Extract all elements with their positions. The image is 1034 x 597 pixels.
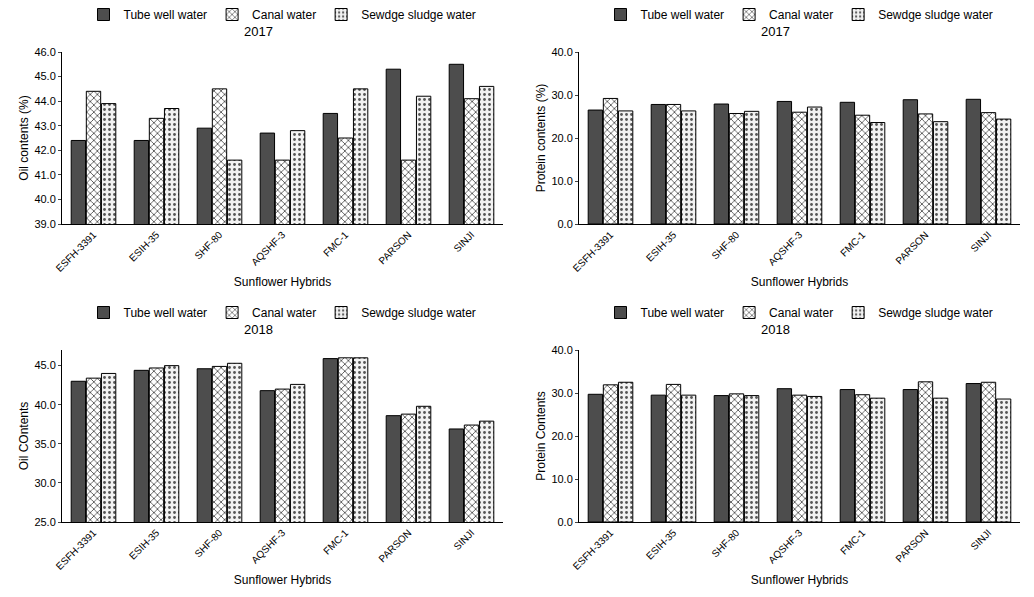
svg-text:2018: 2018: [244, 322, 273, 337]
svg-text:AQSHF-3: AQSHF-3: [249, 527, 288, 566]
svg-text:ESIH-35: ESIH-35: [127, 527, 162, 562]
svg-text:Tube well water: Tube well water: [124, 306, 208, 320]
svg-text:FMC-1: FMC-1: [321, 229, 351, 259]
svg-text:45.0: 45.0: [34, 70, 55, 82]
svg-text:42.0: 42.0: [34, 144, 55, 156]
svg-text:SINJI: SINJI: [451, 229, 476, 254]
svg-text:0.0: 0.0: [558, 218, 573, 230]
svg-text:Sewdge sludge water: Sewdge sludge water: [878, 8, 993, 22]
svg-text:SHF-80: SHF-80: [709, 229, 741, 261]
svg-text:ESIH-35: ESIH-35: [644, 229, 679, 264]
svg-text:ESFH-3391: ESFH-3391: [571, 527, 616, 572]
svg-text:ESFH-3391: ESFH-3391: [571, 229, 616, 274]
svg-text:Canal water: Canal water: [769, 8, 833, 22]
svg-text:40.0: 40.0: [34, 399, 55, 411]
svg-text:44.0: 44.0: [34, 95, 55, 107]
svg-text:35.0: 35.0: [34, 438, 55, 450]
svg-text:Sunflower Hybrids: Sunflower Hybrids: [751, 573, 848, 587]
svg-text:ESIH-35: ESIH-35: [127, 229, 162, 264]
svg-text:PARSON: PARSON: [376, 229, 413, 266]
svg-text:0.0: 0.0: [558, 516, 573, 528]
svg-text:Canal water: Canal water: [252, 306, 316, 320]
svg-text:40.0: 40.0: [551, 344, 572, 356]
svg-text:ESFH-3391: ESFH-3391: [54, 527, 99, 572]
svg-text:SHF-80: SHF-80: [192, 527, 224, 559]
svg-text:Oil contents (%): Oil contents (%): [17, 95, 31, 180]
svg-text:Sewdge sludge water: Sewdge sludge water: [361, 8, 476, 22]
svg-text:ESFH-3391: ESFH-3391: [54, 229, 99, 274]
svg-text:ESIH-35: ESIH-35: [644, 527, 679, 562]
svg-text:SHF-80: SHF-80: [709, 527, 741, 559]
svg-text:Sunflower Hybrids: Sunflower Hybrids: [234, 275, 331, 289]
svg-text:30.0: 30.0: [551, 89, 572, 101]
svg-text:20.0: 20.0: [551, 430, 572, 442]
svg-text:2018: 2018: [761, 322, 790, 337]
svg-text:30.0: 30.0: [551, 387, 572, 399]
svg-text:Canal water: Canal water: [252, 8, 316, 22]
svg-text:SINJI: SINJI: [451, 527, 476, 552]
svg-text:AQSHF-3: AQSHF-3: [249, 229, 288, 268]
svg-text:AQSHF-3: AQSHF-3: [766, 527, 805, 566]
svg-text:Sewdge sludge water: Sewdge sludge water: [878, 306, 993, 320]
svg-text:FMC-1: FMC-1: [321, 527, 351, 557]
svg-text:Protein contents (%): Protein contents (%): [534, 84, 548, 193]
svg-text:Tube well water: Tube well water: [124, 8, 208, 22]
svg-text:20.0: 20.0: [551, 132, 572, 144]
svg-text:SINJI: SINJI: [968, 527, 993, 552]
svg-text:25.0: 25.0: [34, 516, 55, 528]
svg-text:30.0: 30.0: [34, 477, 55, 489]
svg-text:PARSON: PARSON: [893, 229, 930, 266]
svg-text:40.0: 40.0: [551, 46, 572, 58]
svg-text:43.0: 43.0: [34, 120, 55, 132]
svg-text:Tube well water: Tube well water: [641, 306, 725, 320]
svg-text:Sewdge sludge water: Sewdge sludge water: [361, 306, 476, 320]
svg-text:46.0: 46.0: [34, 46, 55, 58]
svg-text:40.0: 40.0: [34, 193, 55, 205]
svg-text:FMC-1: FMC-1: [838, 527, 868, 557]
svg-text:SINJI: SINJI: [968, 229, 993, 254]
svg-text:Protein Contents: Protein Contents: [534, 391, 548, 480]
svg-text:FMC-1: FMC-1: [838, 229, 868, 259]
svg-text:Sunflower Hybrids: Sunflower Hybrids: [234, 573, 331, 587]
svg-text:AQSHF-3: AQSHF-3: [766, 229, 805, 268]
svg-text:PARSON: PARSON: [376, 527, 413, 564]
svg-text:10.0: 10.0: [551, 473, 572, 485]
svg-text:Sunflower Hybrids: Sunflower Hybrids: [751, 275, 848, 289]
svg-text:SHF-80: SHF-80: [192, 229, 224, 261]
svg-text:2017: 2017: [244, 24, 273, 39]
svg-text:41.0: 41.0: [34, 169, 55, 181]
svg-text:Canal water: Canal water: [769, 306, 833, 320]
svg-text:39.0: 39.0: [34, 218, 55, 230]
svg-text:45.0: 45.0: [34, 359, 55, 371]
svg-text:2017: 2017: [761, 24, 790, 39]
svg-text:10.0: 10.0: [551, 175, 572, 187]
svg-text:PARSON: PARSON: [893, 527, 930, 564]
svg-text:Tube well water: Tube well water: [641, 8, 725, 22]
svg-text:Oil COntents: Oil COntents: [17, 402, 31, 471]
